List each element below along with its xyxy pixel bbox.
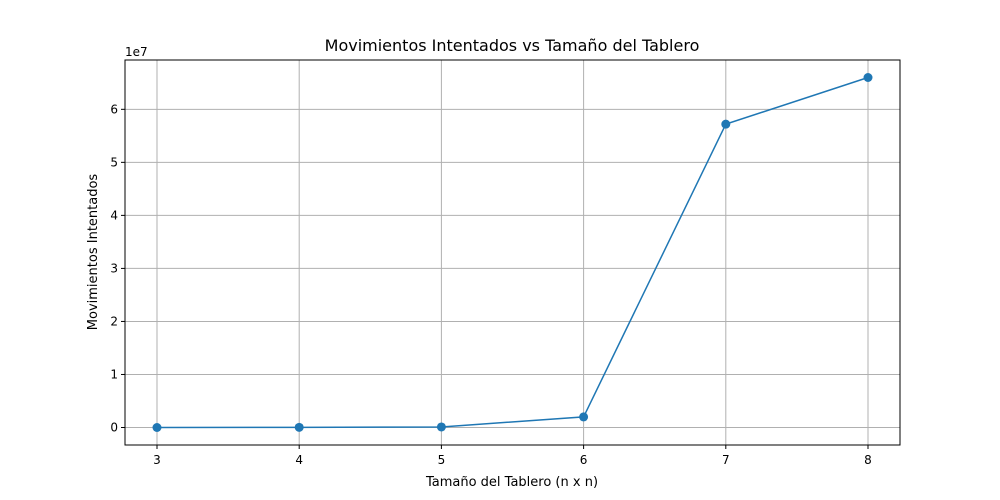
x-axis-label: Tamaño del Tablero (n x n) — [425, 475, 598, 490]
x-tick-label: 7 — [722, 453, 730, 467]
x-tick-label: 8 — [864, 453, 872, 467]
y-tick-label: 3 — [110, 261, 118, 275]
x-tick-label: 6 — [580, 453, 588, 467]
data-point — [863, 73, 873, 82]
data-point — [294, 422, 304, 432]
data-point — [436, 422, 446, 432]
y-tick-label: 4 — [110, 208, 118, 222]
data-point — [579, 412, 589, 422]
axes-frame — [124, 59, 901, 446]
x-tick-label: 3 — [153, 453, 161, 467]
y-axis-label: Movimientos Intentados — [86, 174, 101, 331]
y-ticks: 0 1 2 3 4 5 6 — [110, 102, 125, 435]
series — [152, 73, 873, 432]
y-tick-label: 1 — [110, 367, 118, 381]
chart-title: Movimientos Intentados vs Tamaño del Tab… — [325, 36, 700, 55]
x-ticks: 3 4 5 6 7 8 — [153, 445, 872, 467]
y-tick-label: 6 — [110, 102, 118, 116]
x-tick-label: 4 — [295, 453, 303, 467]
y-tick-label: 0 — [110, 421, 118, 435]
x-tick-label: 5 — [438, 453, 446, 467]
y-tick-label: 5 — [110, 155, 118, 169]
data-point — [721, 119, 731, 129]
y-tick-label: 2 — [110, 314, 118, 328]
series-line — [156, 76, 869, 429]
data-point — [152, 423, 162, 432]
grid — [125, 60, 900, 445]
y-offset-label: 1e7 — [125, 45, 148, 59]
